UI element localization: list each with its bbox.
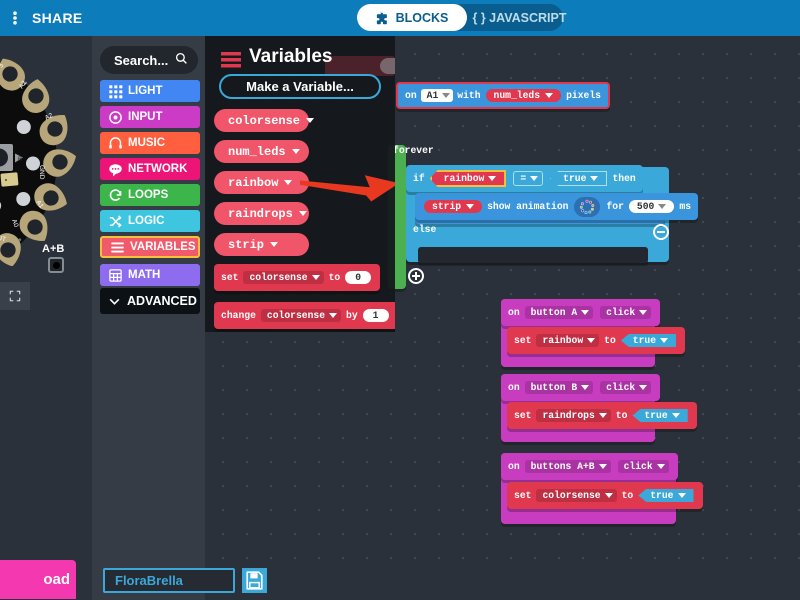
svg-text:B: B xyxy=(18,157,22,163)
svg-text:GND: GND xyxy=(38,165,45,180)
